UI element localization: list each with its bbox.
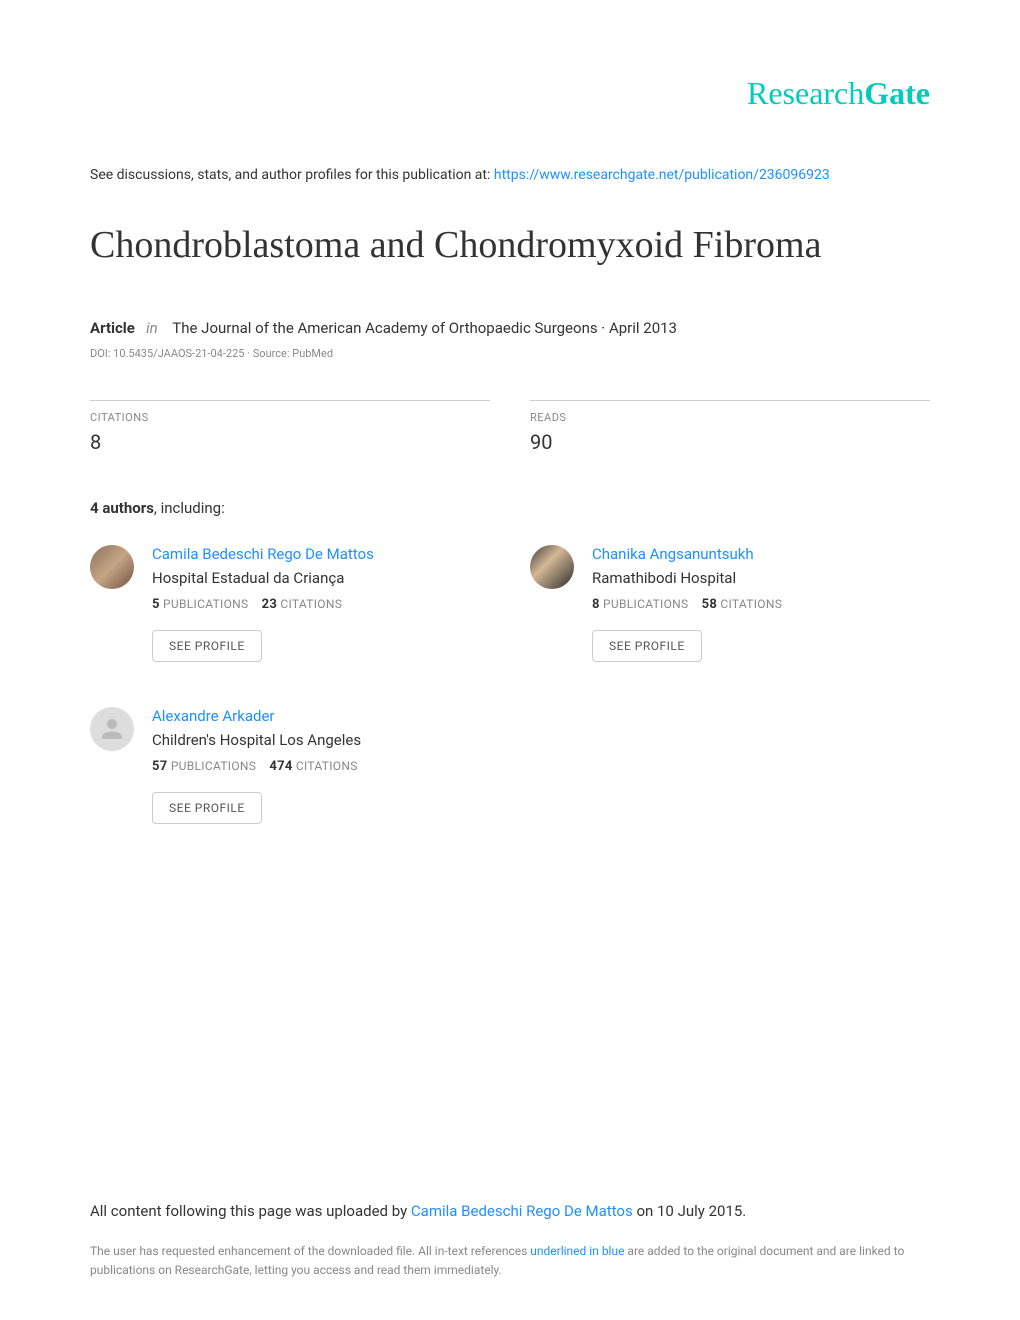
- cits-count: 58: [702, 597, 718, 612]
- see-profile-button[interactable]: SEE PROFILE: [152, 630, 262, 662]
- author-name-link[interactable]: Chanika Angsanuntsukh: [592, 545, 930, 563]
- author-info: Alexandre Arkader Children's Hospital Lo…: [152, 707, 490, 824]
- footer-prefix: All content following this page was uplo…: [90, 1202, 411, 1220]
- author-name-link[interactable]: Camila Bedeschi Rego De Mattos: [152, 545, 490, 563]
- author-info: Camila Bedeschi Rego De Mattos Hospital …: [152, 545, 490, 662]
- author-card: Chanika Angsanuntsukh Ramathibodi Hospit…: [530, 545, 930, 662]
- researchgate-logo: ResearchGate: [90, 75, 930, 112]
- intro-prefix: See discussions, stats, and author profi…: [90, 167, 494, 183]
- publication-title: Chondroblastoma and Chondromyxoid Fibrom…: [90, 223, 930, 269]
- reads-label: READS: [530, 411, 930, 424]
- avatar[interactable]: [530, 545, 574, 589]
- reads-stat: READS 90: [530, 400, 930, 454]
- article-journal: The Journal of the American Academy of O…: [172, 319, 677, 337]
- article-meta: Article in The Journal of the American A…: [90, 319, 930, 337]
- authors-suffix: , including:: [154, 499, 225, 517]
- article-in: in: [146, 319, 158, 337]
- authors-count: 4 authors: [90, 499, 154, 517]
- publication-url-link[interactable]: https://www.researchgate.net/publication…: [494, 167, 830, 183]
- authors-grid: Camila Bedeschi Rego De Mattos Hospital …: [90, 545, 930, 824]
- author-info: Chanika Angsanuntsukh Ramathibodi Hospit…: [592, 545, 930, 662]
- doi-line: DOI: 10.5435/JAAOS-21-04-225 · Source: P…: [90, 347, 930, 360]
- footer2-part1: The user has requested enhancement of th…: [90, 1244, 530, 1258]
- cits-label: CITATIONS: [296, 759, 358, 773]
- avatar-placeholder[interactable]: [90, 707, 134, 751]
- footer: All content following this page was uplo…: [90, 1202, 930, 1280]
- citations-stat: CITATIONS 8: [90, 400, 490, 454]
- pubs-label: PUBLICATIONS: [171, 759, 256, 773]
- author-name-link[interactable]: Alexandre Arkader: [152, 707, 490, 725]
- footer-suffix: on 10 July 2015.: [633, 1202, 747, 1220]
- author-affiliation: Children's Hospital Los Angeles: [152, 731, 490, 749]
- intro-line: See discussions, stats, and author profi…: [90, 167, 930, 183]
- author-stats: 57 PUBLICATIONS 474 CITATIONS: [152, 759, 490, 774]
- logo-part2: Gate: [864, 75, 930, 111]
- article-label: Article: [90, 319, 135, 337]
- logo-part1: Research: [747, 75, 864, 111]
- cits-label: CITATIONS: [720, 597, 782, 611]
- citations-value: 8: [90, 430, 490, 454]
- cits-label: CITATIONS: [280, 597, 342, 611]
- author-affiliation: Hospital Estadual da Criança: [152, 569, 490, 587]
- author-stats: 5 PUBLICATIONS 23 CITATIONS: [152, 597, 490, 612]
- authors-heading: 4 authors, including:: [90, 499, 930, 517]
- avatar[interactable]: [90, 545, 134, 589]
- pubs-count: 8: [592, 597, 600, 612]
- author-stats: 8 PUBLICATIONS 58 CITATIONS: [592, 597, 930, 612]
- pubs-count: 57: [152, 759, 168, 774]
- pubs-label: PUBLICATIONS: [603, 597, 688, 611]
- reads-value: 90: [530, 430, 930, 454]
- stats-row: CITATIONS 8 READS 90: [90, 400, 930, 454]
- person-icon: [97, 714, 127, 744]
- footer-uploader-link[interactable]: Camila Bedeschi Rego De Mattos: [411, 1202, 633, 1220]
- pubs-count: 5: [152, 597, 160, 612]
- author-card: Alexandre Arkader Children's Hospital Lo…: [90, 707, 490, 824]
- footer-upload-note: All content following this page was uplo…: [90, 1202, 930, 1220]
- see-profile-button[interactable]: SEE PROFILE: [592, 630, 702, 662]
- cits-count: 474: [269, 759, 292, 774]
- cits-count: 23: [262, 597, 278, 612]
- see-profile-button[interactable]: SEE PROFILE: [152, 792, 262, 824]
- citations-label: CITATIONS: [90, 411, 490, 424]
- author-affiliation: Ramathibodi Hospital: [592, 569, 930, 587]
- pubs-label: PUBLICATIONS: [163, 597, 248, 611]
- author-card: Camila Bedeschi Rego De Mattos Hospital …: [90, 545, 490, 662]
- footer2-link[interactable]: underlined in blue: [530, 1244, 624, 1258]
- footer-enhancement-note: The user has requested enhancement of th…: [90, 1242, 930, 1280]
